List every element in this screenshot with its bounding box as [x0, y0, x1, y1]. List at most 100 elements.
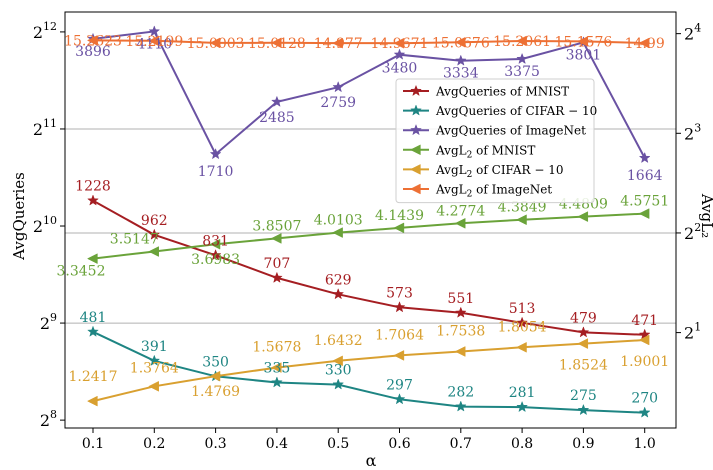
x-tick-label: 0.2: [143, 436, 165, 452]
data-point: [393, 222, 405, 234]
data-point: [393, 350, 405, 361]
data-label: 1.3764: [130, 360, 179, 376]
left-y-axis: 28 29 210 211 212: [33, 20, 65, 430]
legend-marker: [410, 104, 422, 116]
data-label: 281: [509, 385, 536, 401]
x-axis: 0.1 0.2 0.3 0.4 0.5 0.6 0.7 0.8 0.9 1.0: [82, 428, 656, 452]
legend-box: [395, 78, 595, 204]
x-tick-label: 0.1: [82, 436, 104, 452]
right-y-axis-label: AvgL₂: [698, 193, 713, 238]
data-label: 14.9671: [371, 36, 429, 52]
data-point: [209, 148, 222, 160]
data-point: [638, 37, 650, 49]
series-line: [92, 212, 645, 260]
legend-marker: [410, 123, 422, 136]
left-y-tick-label: 210: [33, 214, 57, 236]
series-3: [86, 208, 650, 265]
data-label: 4.1439: [375, 208, 424, 224]
right-y-tick-label: 21: [684, 321, 701, 343]
data-label: 330: [325, 363, 352, 379]
series-1: [87, 325, 651, 418]
data-labels: 1228 962 831 707 629 573 551 513 479 471 481 391 350…: [57, 33, 670, 406]
data-label: 3480: [382, 61, 418, 77]
data-point: [393, 301, 406, 313]
data-label: 14.99: [625, 36, 665, 52]
right-y-tick-label: 22: [684, 221, 701, 243]
data-point: [332, 288, 345, 300]
data-label: 3896: [75, 44, 111, 60]
legend-entry: AvgQueries of MNIST: [403, 85, 569, 99]
data-label: 4.3849: [498, 200, 547, 216]
data-label: 481: [80, 310, 107, 326]
data-label: 629: [325, 272, 352, 288]
data-label: 2485: [259, 110, 295, 126]
data-point: [577, 326, 590, 338]
data-point: [270, 271, 283, 283]
data-point: [332, 227, 343, 238]
data-label: 15.0003: [187, 36, 245, 52]
data-point: [270, 95, 283, 107]
data-label: 1.8054: [498, 319, 547, 335]
data-point: [577, 211, 589, 222]
legend-marker: [409, 144, 421, 156]
legend-label: AvgQueries of CIFAR − 10: [435, 104, 597, 118]
series-group: [86, 25, 651, 418]
x-tick-label: 0.4: [266, 436, 288, 452]
data-label: 270: [631, 391, 658, 407]
data-label: 3.5147: [110, 232, 159, 248]
data-label: 4110: [136, 36, 172, 52]
series-5: [86, 35, 650, 49]
data-label: 1.2417: [69, 369, 118, 385]
x-axis-label: α: [366, 451, 377, 470]
legend-marker: [409, 183, 421, 195]
data-label: 297: [386, 377, 413, 393]
data-label: 4.0103: [314, 213, 363, 229]
data-label: 3.6983: [191, 252, 240, 268]
data-label: 573: [386, 285, 413, 301]
data-label: 471: [631, 313, 658, 329]
data-label: 3801: [566, 47, 602, 63]
x-tick-label: 1.0: [634, 436, 656, 452]
data-label: 335: [264, 360, 291, 376]
data-label: 551: [447, 291, 474, 307]
right-y-axis: 21 22 23 24: [676, 22, 701, 343]
data-label: 1.4769: [191, 384, 240, 400]
legend-label: AvgL2 of MNIST: [435, 143, 535, 160]
data-point: [454, 306, 467, 318]
data-label: 1.9001: [620, 354, 669, 370]
data-point: [87, 194, 99, 206]
data-label: 4.2774: [436, 203, 485, 219]
data-point: [454, 54, 467, 66]
data-point: [86, 395, 98, 407]
data-label: 15.2199: [125, 34, 183, 50]
data-point: [148, 380, 159, 392]
data-label: 350: [202, 354, 229, 370]
data-label: 1.5678: [252, 340, 301, 356]
data-label: 3.3452: [57, 264, 106, 280]
legend-entry: AvgL2 of MNIST: [403, 143, 535, 160]
data-point: [516, 52, 529, 65]
right-y-tick-label: 23: [684, 121, 701, 143]
data-label: 15.2623: [64, 33, 122, 49]
legend-label: AvgQueries of ImageNet: [435, 124, 586, 138]
data-point: [577, 338, 589, 349]
left-y-tick-label: 212: [33, 20, 57, 42]
data-label: 1.8524: [559, 358, 608, 374]
left-y-tick-label: 29: [40, 311, 57, 333]
series-line: [92, 199, 645, 336]
data-point: [209, 249, 222, 261]
data-point: [332, 37, 343, 49]
legend-entry: AvgQueries of ImageNet: [403, 124, 586, 138]
data-label: 275: [570, 388, 597, 404]
data-point: [332, 355, 343, 367]
data-point: [148, 35, 159, 47]
series-line: [92, 30, 646, 159]
data-label: 1.6432: [314, 333, 363, 349]
data-label: 15.1576: [554, 34, 612, 50]
data-label: 1710: [198, 164, 234, 180]
data-label: 831: [202, 233, 229, 249]
x-tick-label: 0.6: [388, 436, 410, 452]
data-point: [454, 36, 466, 48]
legend-label: AvgL2 of ImageNet: [435, 183, 552, 200]
